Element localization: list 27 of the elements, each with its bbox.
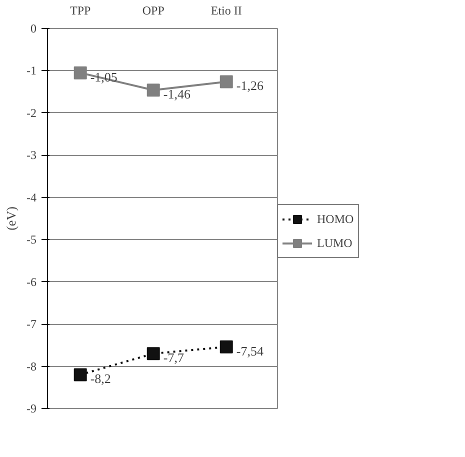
legend-label: LUMO <box>317 236 352 250</box>
y-tick-label: -7 <box>26 317 37 332</box>
point <box>146 347 160 360</box>
y-tick-label: 0 <box>30 22 36 36</box>
data-label: -1,26 <box>236 78 264 94</box>
x-tick-label: Etio II <box>210 4 242 18</box>
x-tick-label: TPP <box>70 4 92 18</box>
y-tick-label: -8 <box>26 359 37 374</box>
point <box>146 84 160 97</box>
data-label: -7,7 <box>163 350 184 366</box>
legend-label: HOMO <box>317 212 354 226</box>
point <box>220 340 233 354</box>
point <box>220 75 233 88</box>
x-tick-label: OPP <box>142 4 165 18</box>
y-tick-label: -4 <box>26 190 37 204</box>
data-label: -8,2 <box>90 371 111 386</box>
data-label: -1,46 <box>163 86 191 102</box>
point <box>74 368 87 382</box>
y-tick-label: -1 <box>26 64 37 78</box>
y-tick-label: -9 <box>26 402 37 416</box>
data-label: -7,54 <box>236 343 264 358</box>
y-tick-label: -2 <box>26 106 37 120</box>
y-tick-label: -5 <box>26 232 37 247</box>
y-tick-label: -3 <box>26 148 37 162</box>
point <box>74 66 87 80</box>
y-tick-label: -6 <box>26 274 37 289</box>
y-axis-title: (eV) <box>4 206 19 230</box>
